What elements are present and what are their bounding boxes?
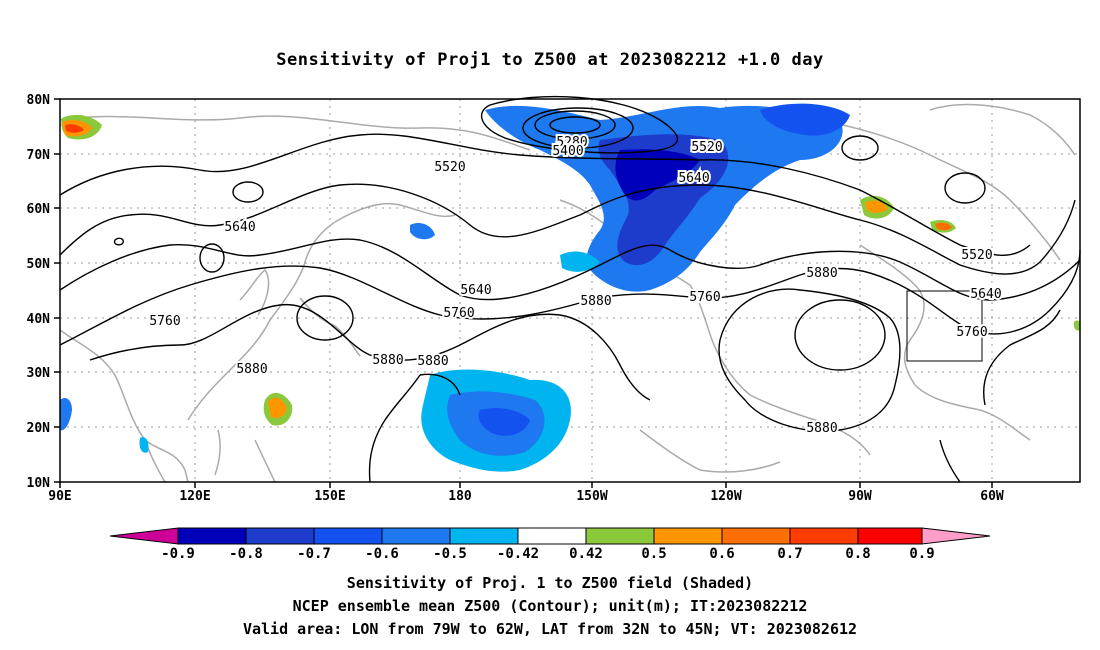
colorbar-swatch bbox=[245, 527, 315, 545]
lon-label: 150W bbox=[576, 489, 607, 504]
contour-label: 5760 bbox=[956, 325, 987, 340]
colorbar-swatch bbox=[789, 527, 859, 545]
lat-label: 20N bbox=[27, 421, 51, 436]
colorbar-swatch bbox=[857, 527, 923, 545]
map-title: Sensitivity of Proj1 to Z500 at 20230822… bbox=[276, 50, 824, 70]
caption-line-1: Sensitivity of Proj. 1 to Z500 field (Sh… bbox=[346, 574, 754, 592]
lon-label: 120W bbox=[710, 489, 741, 504]
colorbar-label: 0.9 bbox=[909, 546, 934, 562]
colorbar-label: 0.42 bbox=[569, 546, 603, 562]
axis-ticks bbox=[54, 98, 993, 488]
contour-label: 5880 bbox=[372, 353, 403, 368]
lat-label: 50N bbox=[27, 257, 51, 272]
colorbar-swatch bbox=[177, 527, 247, 545]
colorbar-label: -0.8 bbox=[229, 546, 263, 562]
lon-label: 180 bbox=[448, 489, 472, 504]
colorbar-labels: -0.9 -0.8 -0.7 -0.6 -0.5 -0.42 0.42 0.5 … bbox=[161, 546, 935, 562]
contour-label: 5880 bbox=[580, 294, 611, 309]
latitude-labels: 80N 70N 60N 50N 40N 30N 20N 10N bbox=[27, 93, 51, 491]
longitude-labels: 90E 120E 150E 180 150W 120W 90W 60W bbox=[48, 489, 1004, 504]
contour-label: 5760 bbox=[149, 314, 180, 329]
contour-label: 5640 bbox=[970, 287, 1001, 302]
colorbar-label: 0.8 bbox=[845, 546, 870, 562]
lat-label: 60N bbox=[27, 202, 51, 217]
caption-line-3: Valid area: LON from 79W to 62W, LAT fro… bbox=[242, 620, 858, 638]
contour-label: 5880 bbox=[236, 362, 267, 377]
colorbar-label: -0.42 bbox=[497, 546, 539, 562]
contour-label: 5520 bbox=[434, 160, 465, 175]
contour-label: 5760 bbox=[443, 306, 474, 321]
contour-label: 5520 bbox=[961, 248, 992, 263]
colorbar-label: 0.6 bbox=[709, 546, 734, 562]
contour-label: 5880 bbox=[806, 266, 837, 281]
contour-label: 5880 bbox=[417, 354, 448, 369]
colorbar-label: 0.7 bbox=[777, 546, 802, 562]
map-frame bbox=[59, 98, 1081, 483]
colorbar-swatch bbox=[381, 527, 451, 545]
colorbar-swatch bbox=[585, 527, 655, 545]
valid-area-box bbox=[906, 290, 983, 362]
colorbar-left-arrow bbox=[109, 527, 179, 545]
lon-label: 120E bbox=[179, 489, 210, 504]
lat-label: 80N bbox=[27, 93, 51, 108]
colorbar bbox=[109, 527, 991, 545]
contour-labels: 5280 5400 5520 5520 5640 5640 5640 5760 … bbox=[147, 133, 1003, 438]
colorbar-right-arrow bbox=[921, 527, 991, 545]
contour-label: 5640 bbox=[678, 171, 709, 186]
contour-label: 5880 bbox=[806, 421, 837, 436]
lat-label: 30N bbox=[27, 366, 51, 381]
colorbar-swatch bbox=[517, 527, 587, 545]
contour-label: 5520 bbox=[691, 140, 722, 155]
colorbar-label: -0.9 bbox=[161, 546, 195, 562]
contour-label: 5640 bbox=[460, 283, 491, 298]
z500-contours bbox=[59, 95, 1081, 483]
contour-label: 5760 bbox=[689, 290, 720, 305]
colorbar-swatch bbox=[313, 527, 383, 545]
colorbar-label: 0.5 bbox=[641, 546, 666, 562]
colorbar-swatch bbox=[653, 527, 723, 545]
lat-label: 70N bbox=[27, 148, 51, 163]
lat-label: 10N bbox=[27, 476, 51, 491]
caption-line-2: NCEP ensemble mean Z500 (Contour); unit(… bbox=[292, 597, 808, 615]
contour-label: 5280 bbox=[556, 135, 587, 150]
colorbar-label: -0.5 bbox=[433, 546, 467, 562]
sensitivity-shading bbox=[60, 103, 1081, 472]
contour-label: 5400 bbox=[552, 144, 583, 159]
lon-label: 90W bbox=[848, 489, 872, 504]
lon-label: 60W bbox=[980, 489, 1004, 504]
colorbar-label: -0.6 bbox=[365, 546, 399, 562]
colorbar-swatch bbox=[449, 527, 519, 545]
lon-label: 90E bbox=[48, 489, 71, 504]
lat-label: 40N bbox=[27, 312, 51, 327]
colorbar-swatch bbox=[721, 527, 791, 545]
lon-label: 150E bbox=[314, 489, 345, 504]
colorbar-label: -0.7 bbox=[297, 546, 331, 562]
contour-label: 5640 bbox=[224, 220, 255, 235]
